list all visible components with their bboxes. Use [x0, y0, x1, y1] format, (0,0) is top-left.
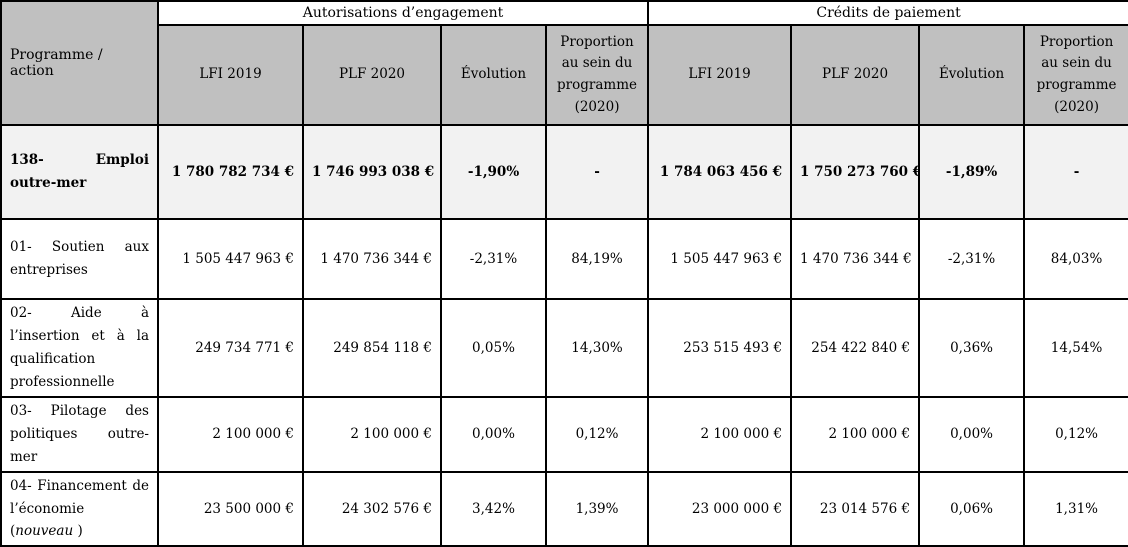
cell-ae-evolution: 0,00% — [440, 395, 547, 473]
cell-ae-evolution: 0,05% — [440, 298, 547, 398]
corner-header-programme-action: Programme / action — [0, 0, 159, 126]
table-row-action-01: 01- Soutien aux entreprises 1 505 447 96… — [0, 218, 1128, 300]
col-header-cp-lfi-2019: LFI 2019 — [647, 24, 793, 126]
col-header-ae-lfi-2019: LFI 2019 — [157, 24, 304, 126]
col-header-ae-plf-2020: PLF 2020 — [302, 24, 442, 126]
row-label-text: 138- Emploi outre-mer — [10, 152, 149, 191]
cell-ae-evolution: 3,42% — [440, 470, 547, 547]
cell-ae-proportion: 0,12% — [544, 395, 650, 473]
group-header-autorisations-engagement: Autorisations d’engagement — [156, 0, 650, 26]
col-header-ae-proportion: Proportion au sein du programme (2020) — [544, 24, 650, 126]
cell-cp-proportion: 84,03% — [1023, 218, 1128, 300]
row-label-text: 02- Aide à l’insertion et à la qualifica… — [10, 305, 149, 390]
cell-ae-lfi: 1 780 782 734 € — [157, 124, 304, 220]
cell-cp-evolution: -2,31% — [918, 218, 1026, 300]
table-row-action-02: 02- Aide à l’insertion et à la qualifica… — [0, 298, 1128, 398]
cell-cp-lfi: 2 100 000 € — [647, 395, 793, 473]
cell-ae-lfi: 249 734 771 € — [157, 298, 304, 398]
cell-cp-lfi: 253 515 493 € — [647, 298, 793, 398]
col-header-ae-evolution: Évolution — [440, 24, 547, 126]
cell-ae-lfi: 23 500 000 € — [157, 470, 304, 547]
cell-ae-plf: 24 302 576 € — [302, 470, 442, 547]
cell-cp-lfi: 1 784 063 456 € — [647, 124, 793, 220]
cell-cp-plf: 1 750 273 760 € — [790, 124, 921, 220]
row-label: 01- Soutien aux entreprises — [0, 218, 159, 300]
cell-cp-lfi: 1 505 447 963 € — [647, 218, 793, 300]
cell-ae-evolution: -1,90% — [440, 124, 547, 220]
cell-cp-proportion: 0,12% — [1023, 395, 1128, 473]
cell-ae-proportion: 14,30% — [544, 298, 650, 398]
cell-ae-plf: 1 746 993 038 € — [302, 124, 442, 220]
cell-ae-lfi: 1 505 447 963 € — [157, 218, 304, 300]
cell-ae-plf: 1 470 736 344 € — [302, 218, 442, 300]
cell-ae-proportion: - — [544, 124, 650, 220]
cell-ae-plf: 249 854 118 € — [302, 298, 442, 398]
row-label-text: 01- Soutien aux entreprises — [10, 239, 149, 278]
row-label-italic: nouveau — [15, 523, 74, 540]
cell-ae-evolution: -2,31% — [440, 218, 547, 300]
col-header-cp-plf-2020: PLF 2020 — [790, 24, 921, 126]
table-row-action-04: 04- Financement de l’économie (nouveau )… — [0, 470, 1128, 547]
cell-cp-evolution: 0,06% — [918, 470, 1026, 547]
col-header-cp-proportion: Proportion au sein du programme (2020) — [1023, 24, 1128, 126]
row-label: 03- Pilotage des politiques outre-mer — [0, 395, 159, 473]
cell-cp-proportion: 14,54% — [1023, 298, 1128, 398]
cell-ae-proportion: 1,39% — [544, 470, 650, 547]
group-header-row: Programme / action Autorisations d’engag… — [0, 0, 1128, 126]
cell-cp-evolution: 0,36% — [918, 298, 1026, 398]
table-row-programme-138: 138- Emploi outre-mer 1 780 782 734 € 1 … — [0, 124, 1128, 220]
row-label: 02- Aide à l’insertion et à la qualifica… — [0, 298, 159, 398]
row-label: 04- Financement de l’économie (nouveau ) — [0, 470, 159, 547]
group-header-credits-paiement: Crédits de paiement — [647, 0, 1128, 26]
cell-ae-plf: 2 100 000 € — [302, 395, 442, 473]
cell-cp-plf: 23 014 576 € — [790, 470, 921, 547]
cell-cp-evolution: -1,89% — [918, 124, 1026, 220]
col-header-cp-evolution: Évolution — [918, 24, 1026, 126]
cell-cp-plf: 2 100 000 € — [790, 395, 921, 473]
cell-ae-proportion: 84,19% — [544, 218, 650, 300]
cell-cp-plf: 1 470 736 344 € — [790, 218, 921, 300]
row-label: 138- Emploi outre-mer — [0, 124, 159, 220]
cell-cp-plf: 254 422 840 € — [790, 298, 921, 398]
table-row-action-03: 03- Pilotage des politiques outre-mer 2 … — [0, 395, 1128, 473]
sub-header-row: LFI 2019 PLF 2020 Évolution Proportion a… — [1, 24, 1128, 126]
cell-cp-evolution: 0,00% — [918, 395, 1026, 473]
row-label-text: 03- Pilotage des politiques outre-mer — [10, 402, 149, 465]
cell-cp-proportion: - — [1023, 124, 1128, 220]
cell-cp-lfi: 23 000 000 € — [647, 470, 793, 547]
cell-ae-lfi: 2 100 000 € — [157, 395, 304, 473]
row-label-text: 04- Financement de l’économie ( — [10, 477, 149, 540]
row-label-suffix: ) — [73, 523, 83, 540]
cell-cp-proportion: 1,31% — [1023, 470, 1128, 547]
